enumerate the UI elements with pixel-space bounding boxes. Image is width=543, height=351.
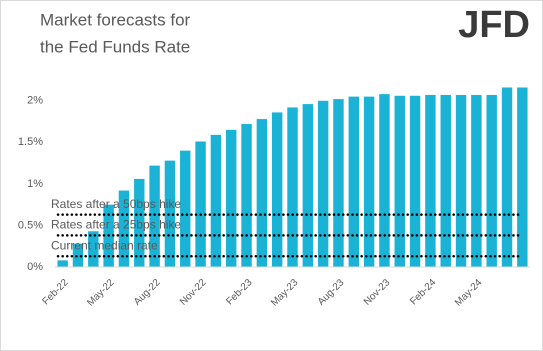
bar [517, 87, 528, 267]
bar [363, 96, 375, 267]
bar [256, 119, 268, 267]
bar [394, 95, 405, 268]
chart-title: Market forecasts for [40, 10, 191, 29]
bar [501, 87, 513, 267]
bar [471, 94, 482, 268]
bar [440, 94, 451, 268]
y-tick-label: 1% [27, 178, 43, 190]
bar [149, 165, 160, 267]
bar [486, 94, 497, 268]
bar [164, 160, 176, 267]
reference-label: Rates after a 25bps hike [51, 218, 181, 232]
bar [271, 112, 283, 267]
bar [317, 100, 329, 268]
chart-title: the Fed Funds Rate [40, 37, 190, 56]
bar [425, 94, 436, 268]
y-tick-label: 2% [27, 95, 43, 107]
bar [409, 95, 421, 268]
bar [287, 107, 298, 267]
bar [88, 231, 99, 267]
bar [195, 141, 206, 267]
bar [348, 96, 359, 267]
bar [118, 190, 130, 267]
bar [180, 150, 191, 267]
logo: JFD [458, 4, 530, 46]
bar [210, 134, 222, 267]
reference-label: Current median rate [51, 238, 158, 252]
bar [57, 260, 68, 267]
bar [379, 94, 390, 267]
reference-label: Rates after a 50bps hike [51, 197, 181, 211]
y-tick-label: 0.5% [18, 219, 43, 231]
bar [72, 243, 84, 267]
bar [333, 99, 344, 267]
y-tick-label: 1.5% [18, 136, 43, 148]
bar [455, 94, 467, 268]
bar [241, 124, 252, 267]
bar [134, 178, 145, 267]
bar [226, 129, 237, 267]
y-tick-label: 0% [27, 261, 43, 273]
bar [302, 104, 314, 267]
